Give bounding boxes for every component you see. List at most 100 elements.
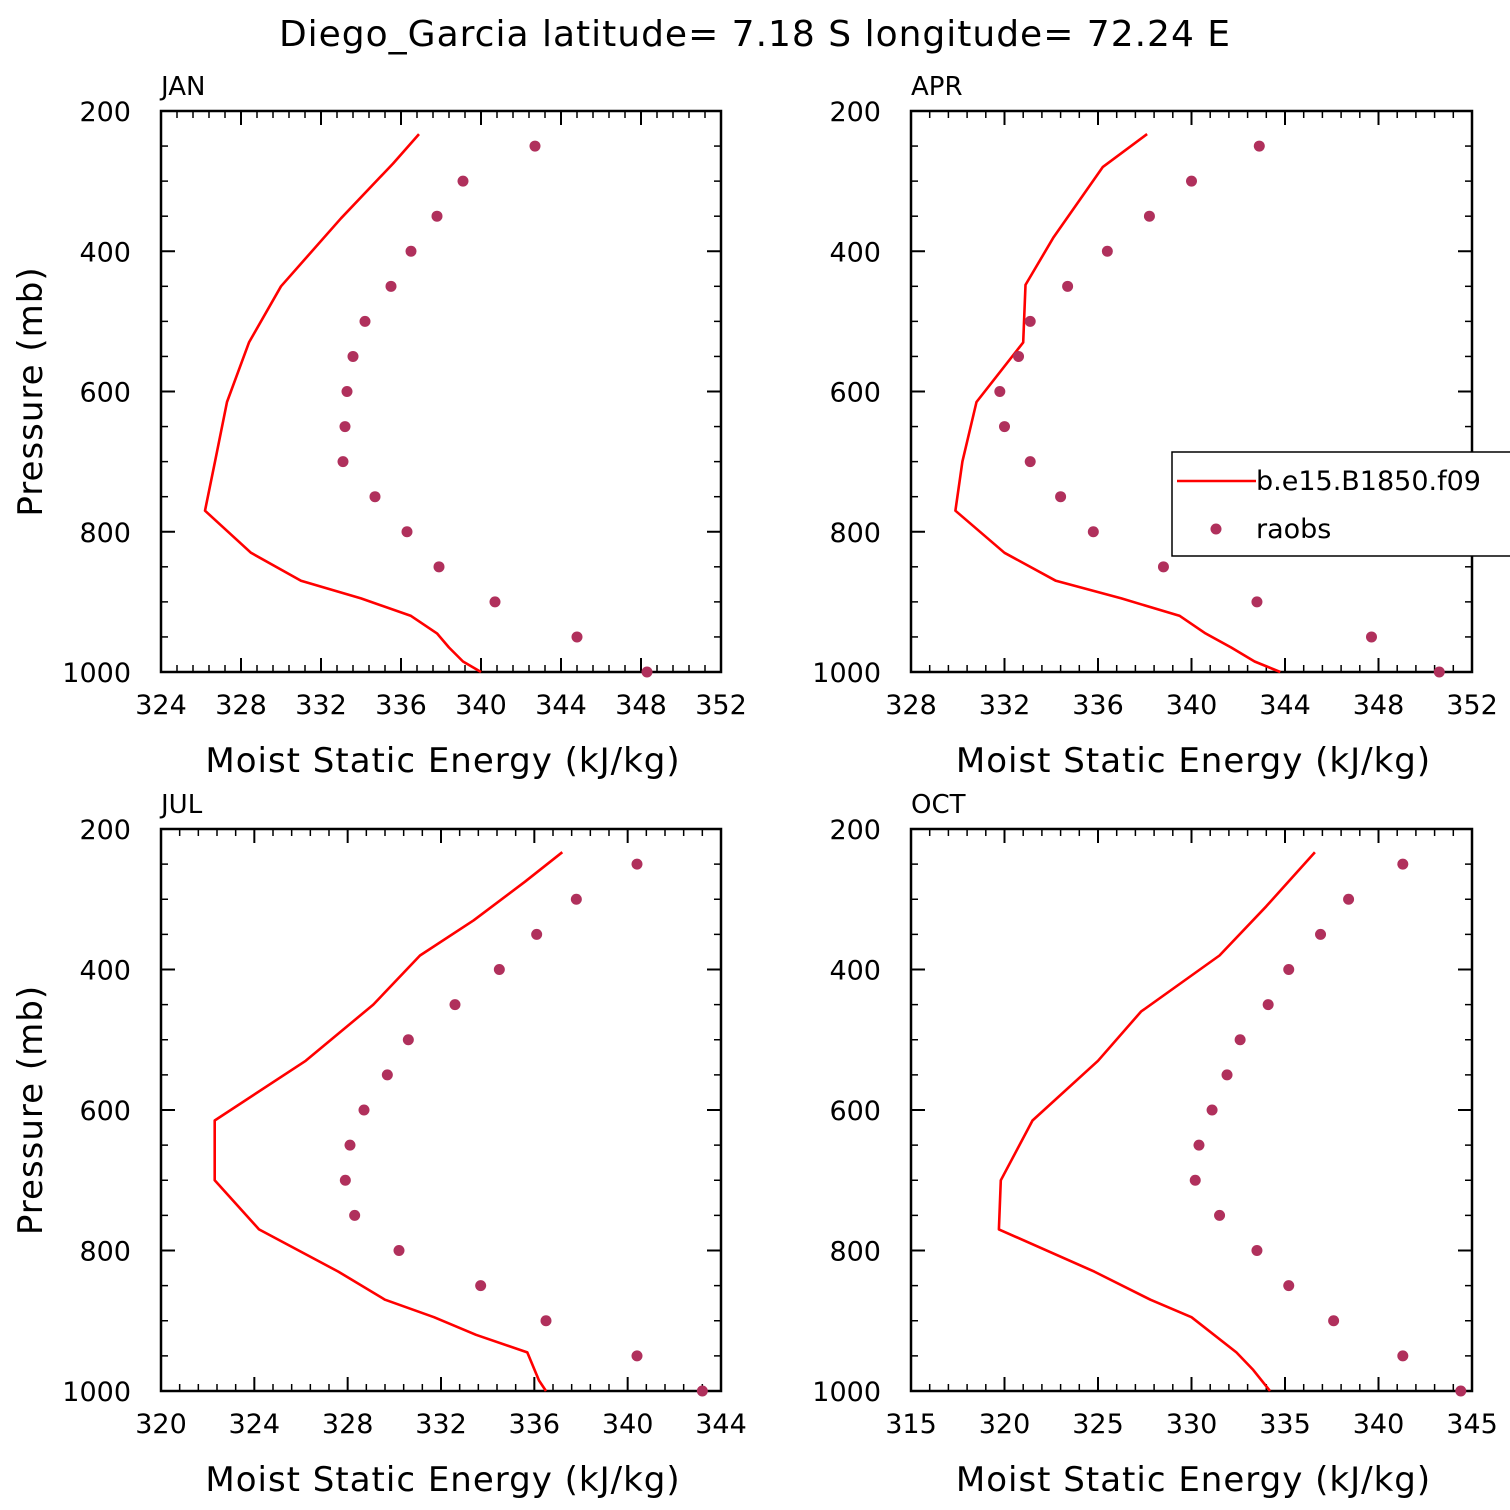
raobs-point: [631, 1350, 643, 1362]
model-profile-line: [203, 133, 482, 674]
raobs-point: [1397, 1350, 1409, 1362]
x-tick-label: 340: [455, 690, 507, 721]
y-tick-label: 200: [79, 815, 131, 846]
y-tick-label: 200: [829, 97, 881, 128]
raobs-point: [1328, 1315, 1340, 1327]
x-tick-label: 344: [535, 690, 587, 721]
y-axis-label: Pressure (mb): [11, 266, 51, 516]
x-tick-label: 335: [1259, 1409, 1311, 1440]
raobs-point: [1055, 491, 1067, 503]
x-tick-label: 324: [229, 1409, 281, 1440]
panels: 324 328 332 336 340 344 348 352 200 400 600 800 1000…: [11, 72, 1510, 1500]
y-tick-label: 200: [829, 815, 881, 846]
x-tick-label: 330: [1166, 1409, 1218, 1440]
raobs-point: [401, 526, 413, 538]
x-tick-label: 348: [1353, 690, 1405, 721]
raobs-point: [1315, 928, 1327, 940]
y-tick-label: 1000: [812, 1377, 881, 1408]
y-tick-label: 400: [829, 956, 881, 987]
x-tick-label: 336: [509, 1409, 561, 1440]
model-profile-line: [997, 851, 1316, 1392]
raobs-point: [1157, 561, 1169, 573]
raobs-point: [1221, 1069, 1233, 1081]
panel-apr: 328 332 336 340 344 348 352 200 400 600 800 1000 APR…: [812, 72, 1510, 781]
panel-label: JUL: [159, 790, 203, 820]
x-tick-label: 345: [1446, 1409, 1498, 1440]
raobs-point: [1283, 964, 1295, 975]
y-tick-label: 800: [79, 518, 131, 549]
raobs-point: [1262, 999, 1274, 1011]
raobs-point: [571, 631, 583, 643]
raobs-point: [696, 1385, 708, 1397]
raobs-point: [358, 1104, 370, 1116]
raobs-point: [449, 999, 461, 1011]
legend-marker-swatch: [1210, 523, 1222, 535]
x-tick-label: 320: [135, 1409, 187, 1440]
raobs-point: [1193, 1139, 1205, 1151]
raobs-point: [631, 858, 643, 870]
x-tick-label: 328: [322, 1409, 374, 1440]
y-tick-label: 600: [829, 378, 881, 409]
raobs-point: [1024, 315, 1036, 327]
raobs-point: [1189, 1174, 1201, 1186]
raobs-point: [531, 928, 543, 940]
raobs-point: [529, 140, 541, 152]
x-tick-label: 348: [615, 690, 667, 721]
y-axis-label: Pressure (mb): [11, 985, 51, 1235]
y-tick-label: 400: [829, 237, 881, 268]
raobs-point: [381, 1069, 393, 1081]
raobs-point: [1062, 280, 1074, 292]
x-tick-label: 320: [979, 1409, 1031, 1440]
raobs-point: [339, 421, 351, 433]
x-axis-label: Moist Static Energy (kJ/kg): [205, 741, 680, 781]
y-tick-label: 1000: [812, 658, 881, 689]
panel-oct: 315 320 325 330 335 340 345 200 400 600 800 1000 OCT…: [812, 790, 1497, 1500]
raobs-point: [349, 1209, 361, 1221]
legend: b.e15.B1850.f09 raobs: [1171, 451, 1510, 557]
x-tick-label: 332: [295, 690, 347, 721]
plot-frame: [159, 109, 723, 674]
raobs-point: [1455, 1385, 1467, 1397]
x-axis-label: Moist Static Energy (kJ/kg): [956, 741, 1431, 781]
raobs-point: [1251, 1245, 1263, 1256]
legend-box: [1171, 451, 1510, 557]
y-tick-label: 800: [829, 518, 881, 549]
raobs-point: [1024, 456, 1036, 468]
raobs-point: [1101, 245, 1113, 257]
plot-frame: [159, 827, 723, 1393]
raobs-point: [1143, 210, 1155, 222]
panel-label: JAN: [159, 72, 205, 102]
raobs-point: [1013, 350, 1025, 362]
y-tick-label: 800: [79, 1237, 131, 1268]
raobs-point: [994, 386, 1006, 397]
raobs-point: [493, 964, 505, 975]
raobs-point: [369, 491, 381, 503]
raobs-point: [385, 280, 397, 292]
raobs-point: [457, 175, 469, 187]
panel-label: APR: [911, 72, 963, 102]
x-tick-label: 352: [1446, 690, 1498, 721]
raobs-point: [431, 210, 443, 222]
raobs-point: [337, 456, 349, 468]
raobs-point: [402, 1034, 414, 1046]
x-tick-label: 315: [885, 1409, 937, 1440]
y-tick-label: 200: [79, 97, 131, 128]
raobs-point: [1433, 666, 1445, 678]
raobs-point: [570, 893, 582, 905]
raobs-point: [1087, 526, 1099, 538]
panel-label: OCT: [911, 790, 966, 820]
raobs-point: [359, 315, 371, 327]
y-tick-label: 600: [79, 1096, 131, 1127]
y-tick-label: 600: [79, 378, 131, 409]
y-tick-label: 800: [829, 1237, 881, 1268]
x-tick-label: 352: [695, 690, 747, 721]
raobs-point: [1214, 1209, 1226, 1221]
raobs-point: [1186, 175, 1197, 187]
raobs-point: [1251, 596, 1263, 608]
x-axis-label: Moist Static Energy (kJ/kg): [956, 1460, 1431, 1500]
raobs-point: [433, 561, 445, 573]
raobs-point: [344, 1139, 356, 1151]
x-tick-label: 336: [375, 690, 427, 721]
x-tick-label: 344: [695, 1409, 747, 1440]
